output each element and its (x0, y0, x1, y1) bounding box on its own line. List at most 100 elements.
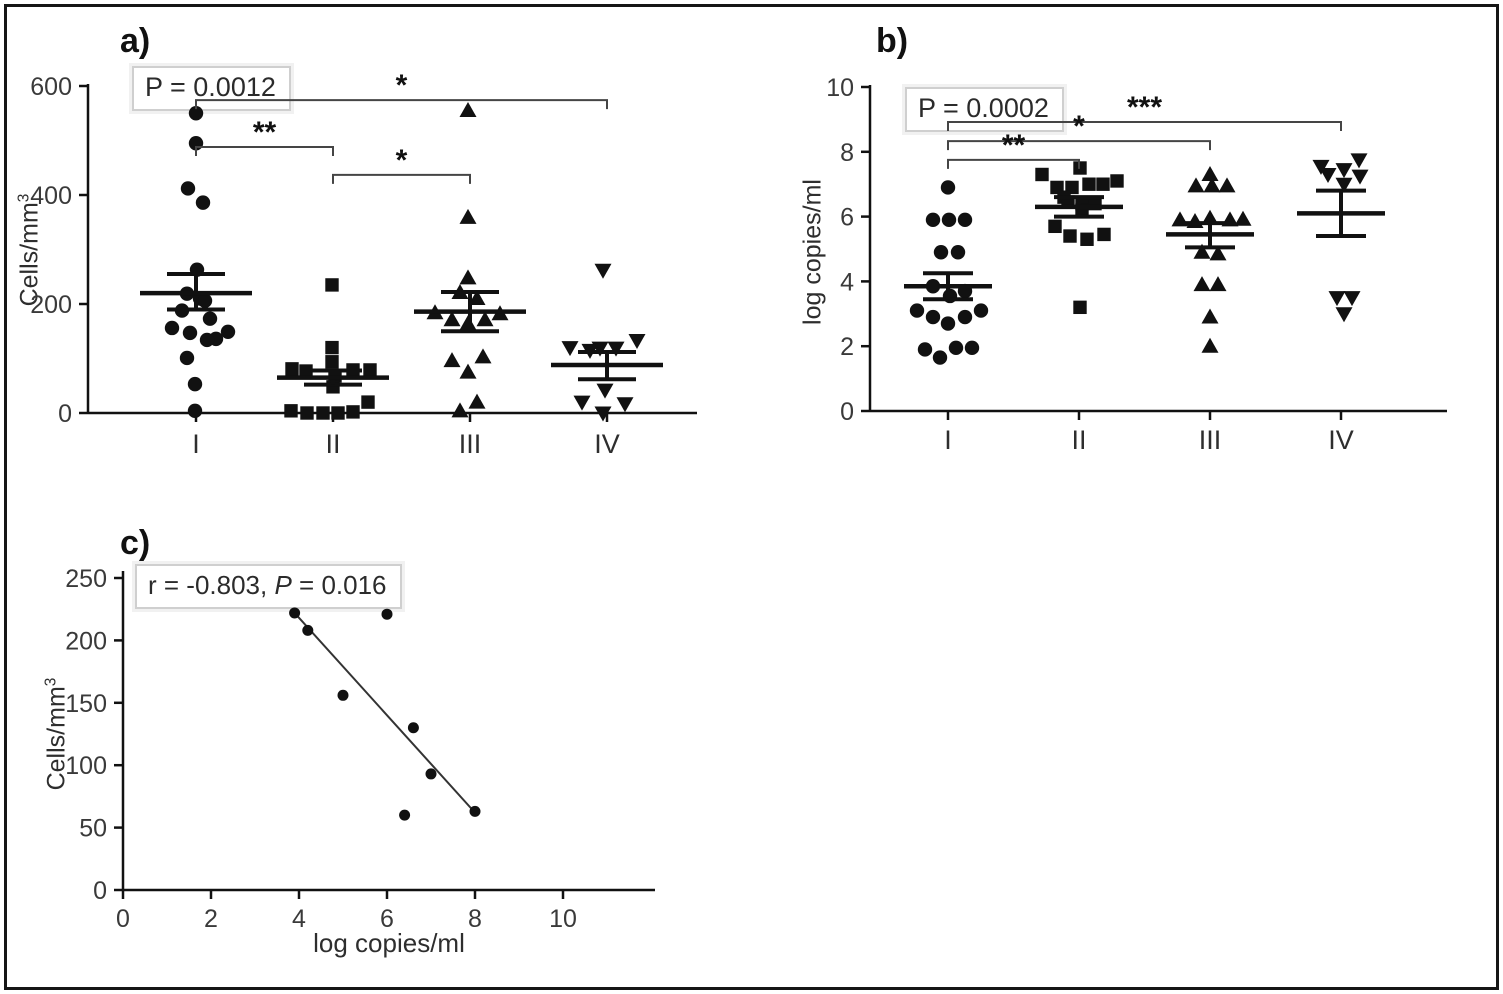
significance-stars: ** (253, 116, 277, 149)
data-point-triangle-up (1186, 212, 1204, 228)
data-point-triangle-up (1171, 211, 1189, 227)
data-point-triangle-up (1209, 245, 1227, 261)
data-point-circle (957, 309, 973, 325)
data-point-triangle-down (1335, 307, 1353, 323)
data-point-square (1110, 174, 1124, 188)
data-point-circle (399, 809, 411, 821)
y-tick-label: 4 (840, 268, 854, 296)
data-point-triangle-down (596, 383, 614, 399)
data-point-triangle-up (1201, 165, 1219, 181)
data-point-triangle-up (1209, 276, 1227, 292)
x-category-label: III (459, 429, 482, 459)
data-point-square (1080, 232, 1094, 246)
data-point-triangle-up (451, 402, 469, 418)
x-category-label: III (1199, 425, 1222, 455)
data-point-circle (925, 309, 941, 325)
data-point-circle (197, 293, 213, 308)
data-point-triangle-up (1187, 177, 1205, 193)
data-point-square (300, 406, 314, 420)
x-category-label: I (944, 425, 952, 455)
data-point-square (1097, 227, 1111, 242)
data-point-triangle-down (1343, 291, 1361, 307)
y-tick-label: 150 (65, 690, 107, 718)
y-tick-label: 600 (30, 73, 72, 101)
data-point-circle (925, 212, 941, 228)
data-point-circle (289, 607, 301, 619)
data-point-square (346, 405, 360, 419)
data-point-triangle-up (1234, 210, 1252, 226)
data-point-square (1035, 167, 1049, 182)
data-point-square (1096, 177, 1110, 191)
x-category-label: II (1071, 425, 1086, 455)
data-point-triangle-up (1193, 243, 1211, 259)
data-point-triangle-down (628, 334, 646, 350)
x-category-label: II (325, 429, 340, 459)
data-point-triangle-up (443, 352, 461, 368)
data-point-triangle-up (476, 311, 494, 327)
panel-b-letter: b) (876, 22, 909, 60)
data-point-square (316, 406, 330, 420)
data-point-triangle-down (1335, 163, 1353, 179)
data-point-circle (180, 181, 196, 196)
data-point-circle (425, 768, 437, 780)
data-point-triangle-up (468, 290, 486, 306)
data-point-triangle-up (443, 311, 461, 327)
y-tick-label: 10 (826, 74, 854, 102)
data-point-square (1063, 229, 1077, 243)
significance-stars: * (396, 69, 408, 102)
y-tick-label: 100 (65, 752, 107, 780)
y-tick-label: 0 (58, 400, 72, 428)
data-point-triangle-up (468, 393, 486, 409)
data-point-triangle-down (573, 395, 591, 411)
x-tick-label: 10 (549, 905, 577, 933)
significance-bracket (195, 146, 334, 157)
significance-stars: * (396, 144, 408, 177)
significance-bracket (947, 120, 1342, 131)
figure-border (4, 4, 1499, 990)
data-point-circle (909, 303, 925, 318)
data-point-square (285, 362, 299, 376)
data-point-triangle-down (594, 406, 612, 422)
x-tick-label: 8 (468, 905, 482, 933)
y-tick-label: 250 (65, 565, 107, 593)
data-point-triangle-down (1335, 177, 1353, 193)
y-tick-label: 8 (840, 139, 854, 167)
significance-bracket (947, 140, 1211, 151)
y-tick-label: 400 (30, 182, 72, 210)
data-point-triangle-down (1351, 169, 1369, 185)
data-point-circle (187, 403, 203, 419)
data-point-triangle-down (1312, 159, 1330, 175)
data-point-circle (964, 340, 980, 356)
data-point-circle (950, 245, 966, 260)
x-tick-label: 6 (380, 905, 394, 933)
data-point-square (325, 278, 339, 292)
data-point-triangle-up (459, 208, 477, 224)
data-point-circle (381, 608, 393, 620)
data-point-triangle-up (1201, 308, 1219, 324)
data-point-circle (940, 180, 956, 195)
y-tick-label: 200 (30, 291, 72, 319)
panel-c-letter: c) (120, 524, 151, 562)
data-point-square (1073, 300, 1087, 315)
data-point-triangle-up (1201, 209, 1219, 225)
data-point-circle (933, 245, 949, 260)
data-point-triangle-up (1203, 177, 1221, 193)
y-tick-label: 0 (840, 398, 854, 426)
data-point-circle (195, 195, 211, 210)
data-point-triangle-up (474, 348, 492, 364)
data-point-square (331, 406, 345, 420)
data-point-square (361, 395, 375, 409)
data-point-circle (932, 350, 948, 365)
data-point-circle (337, 689, 349, 701)
data-point-triangle-down (594, 263, 612, 279)
x-tick-label: 0 (116, 905, 130, 933)
data-point-circle (179, 350, 195, 366)
y-tick-label: 200 (65, 627, 107, 655)
x-tick-label: 2 (204, 905, 218, 933)
data-point-square (1082, 177, 1096, 191)
data-point-circle (188, 106, 204, 121)
x-category-label: I (192, 429, 200, 459)
data-point-square (1048, 219, 1062, 234)
data-point-circle (941, 212, 957, 228)
